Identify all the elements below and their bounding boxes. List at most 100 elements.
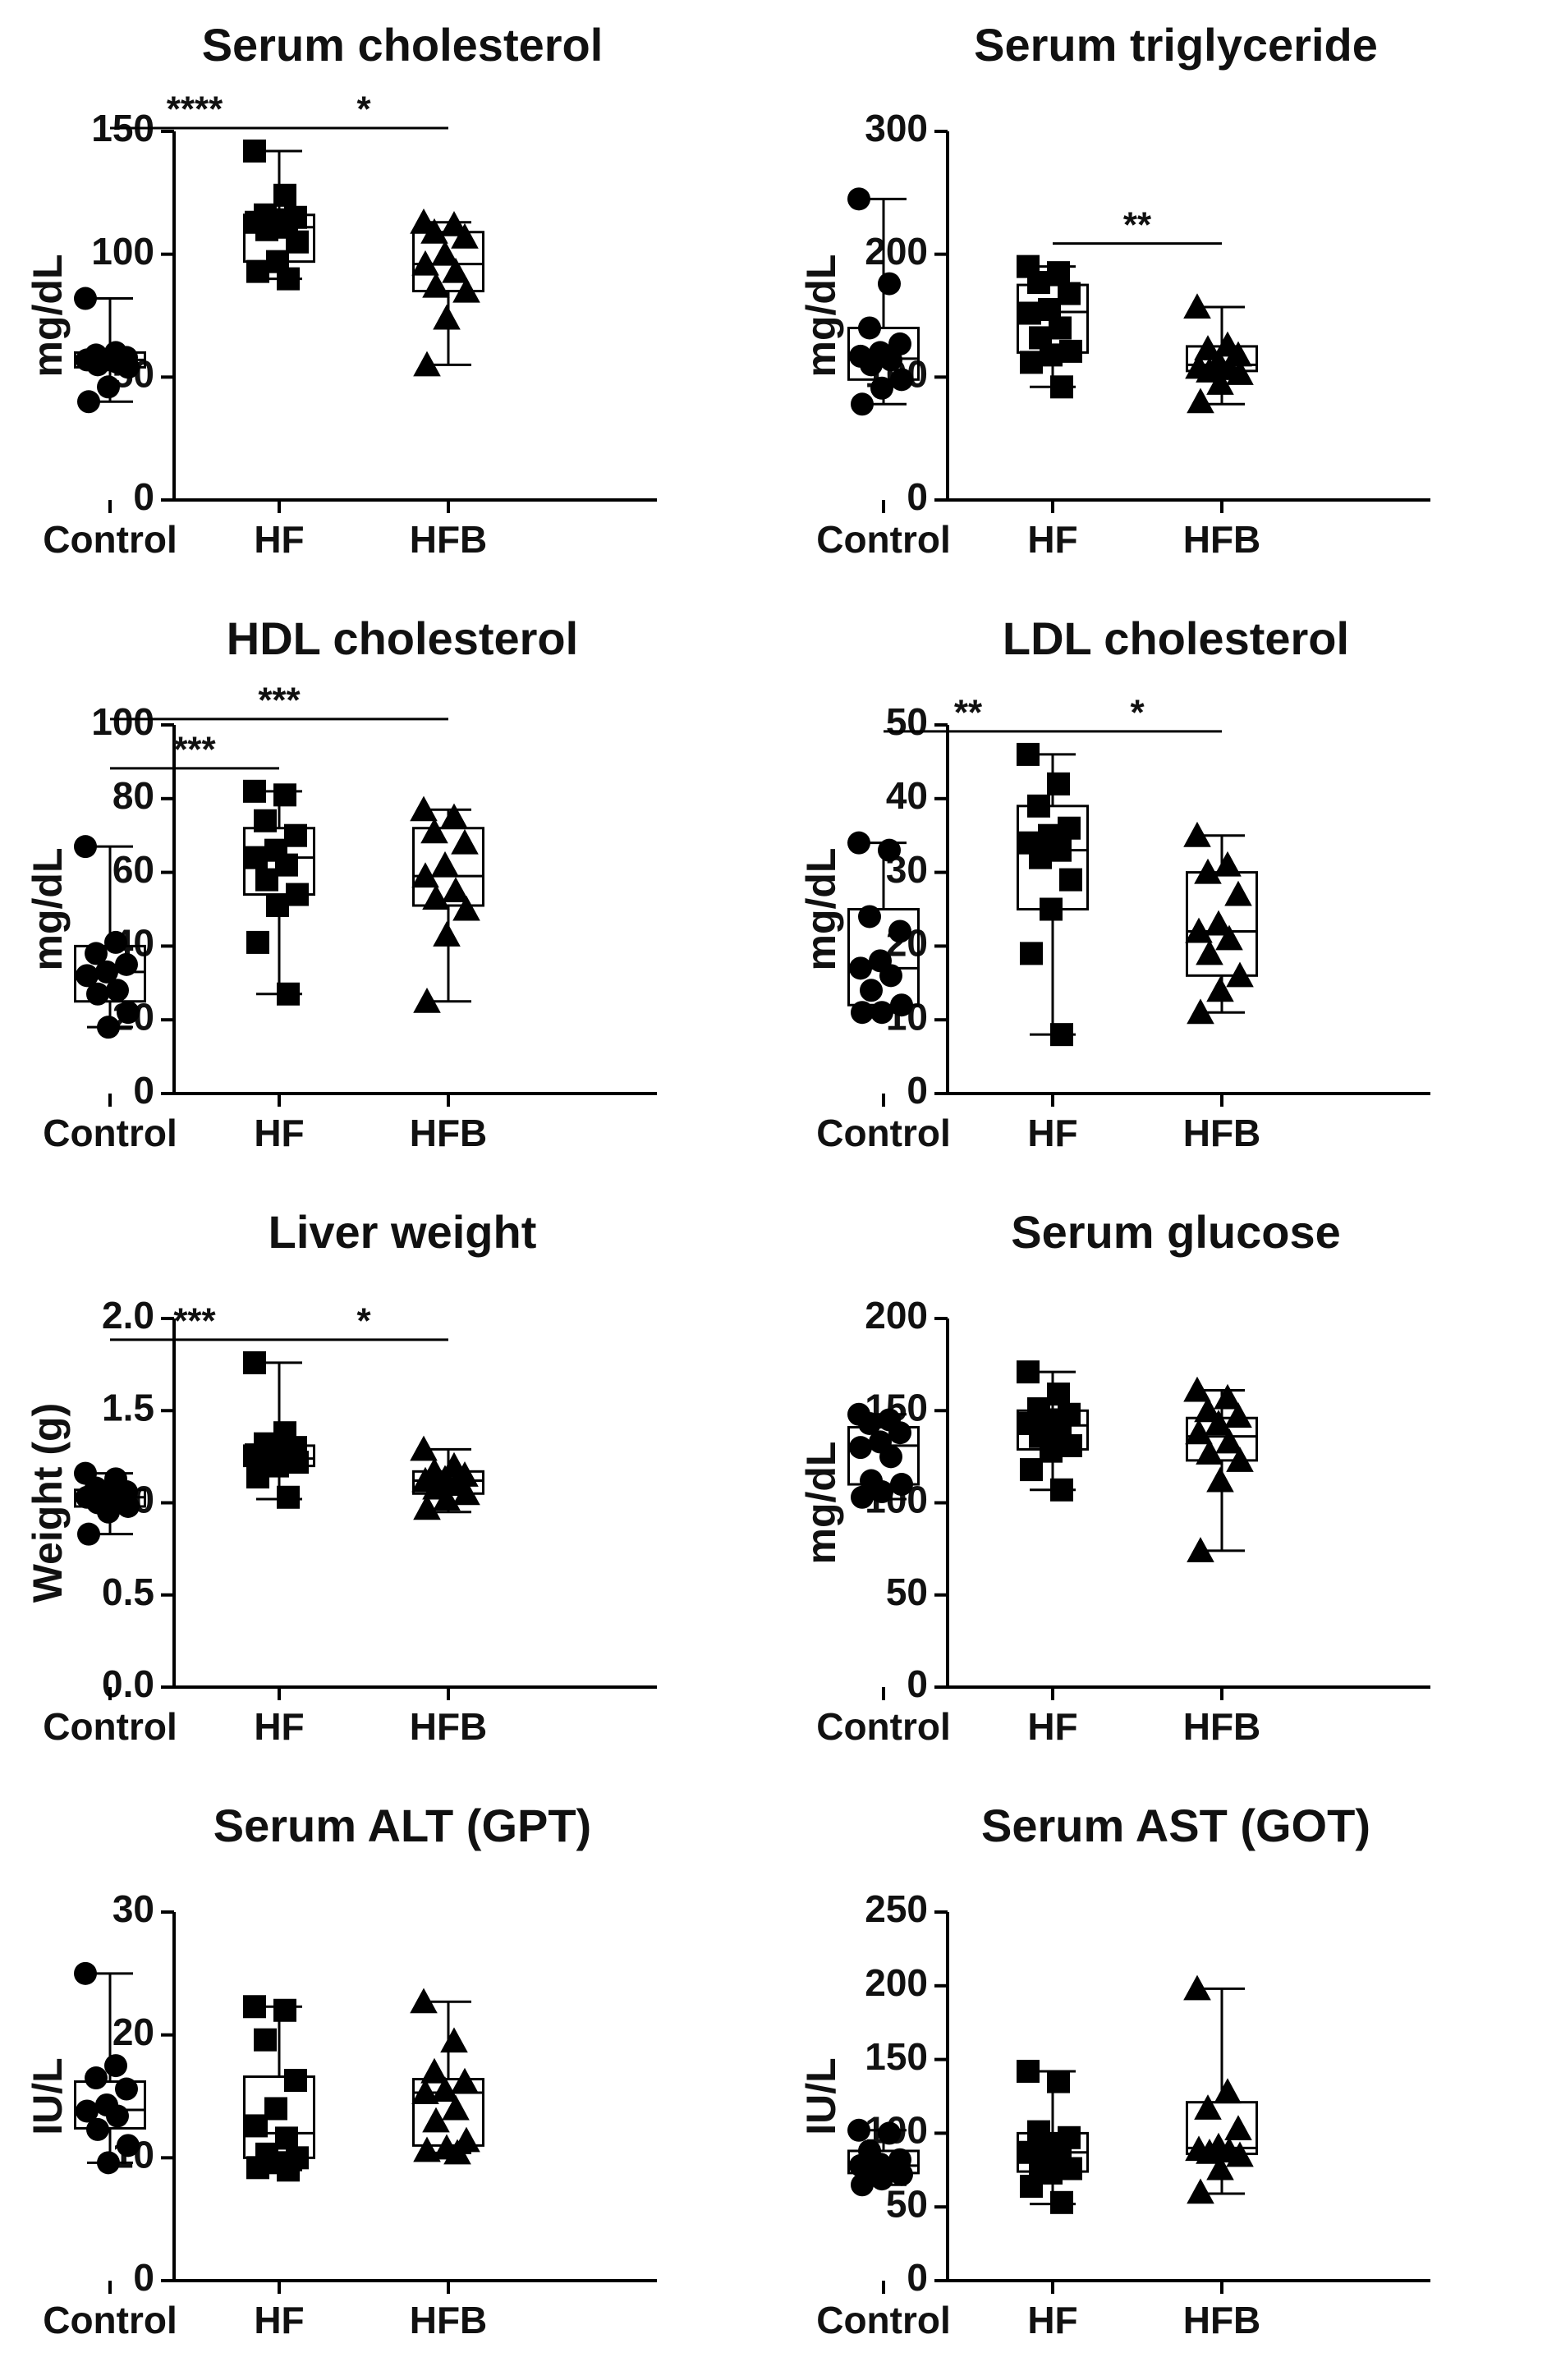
point	[422, 272, 450, 298]
point	[410, 1988, 438, 2014]
point	[860, 979, 883, 1002]
point	[255, 218, 278, 241]
point	[277, 267, 300, 291]
y-tick-label: 200	[865, 230, 928, 273]
x-tick-label: HFB	[1183, 518, 1261, 561]
point	[117, 2134, 140, 2158]
point	[1047, 772, 1070, 796]
panel: Serum glucosemg/dL050100150200ControlHFH…	[798, 1206, 1430, 1748]
chart-title: LDL cholesterol	[1003, 612, 1349, 664]
point	[74, 287, 97, 310]
point	[442, 257, 470, 283]
point	[74, 835, 97, 859]
point	[86, 353, 109, 377]
y-tick-label: 100	[91, 700, 154, 743]
point	[1226, 2141, 1254, 2167]
point	[277, 982, 300, 1006]
y-tick-label: 300	[865, 107, 928, 149]
point	[1214, 1383, 1242, 1410]
point	[851, 392, 874, 416]
x-tick-label: HFB	[1183, 2299, 1261, 2341]
point	[849, 1436, 872, 1460]
point	[410, 796, 438, 822]
point	[284, 2069, 307, 2093]
point	[1049, 316, 1072, 340]
point	[1183, 821, 1211, 847]
significance-label: ***	[258, 680, 301, 720]
point	[277, 2158, 300, 2182]
y-tick-label: 200	[865, 1961, 928, 2004]
point	[431, 2076, 459, 2103]
y-tick-label: 0.5	[102, 1571, 154, 1613]
x-tick-label: HF	[1027, 1705, 1077, 1748]
point	[879, 964, 902, 988]
y-tick-label: 0	[907, 475, 928, 518]
y-axis-label: mg/dL	[25, 255, 71, 378]
point	[890, 1473, 913, 1497]
point	[273, 783, 296, 807]
point	[1185, 1419, 1213, 1445]
point	[870, 376, 893, 400]
x-tick-label: Control	[43, 2299, 177, 2341]
y-tick-label: 40	[886, 774, 928, 817]
y-tick-label: 0	[907, 1662, 928, 1705]
y-tick-label: 200	[865, 1294, 928, 1337]
point	[97, 375, 120, 399]
point	[1196, 357, 1223, 383]
chart-title: Liver weight	[269, 1206, 537, 1258]
point	[440, 2027, 468, 2053]
point	[1205, 910, 1233, 936]
point	[870, 1480, 893, 1504]
y-tick-label: 0	[907, 2256, 928, 2299]
point	[246, 259, 269, 283]
point	[1206, 2154, 1234, 2181]
point	[1224, 1402, 1252, 1428]
point	[246, 1465, 269, 1489]
point	[410, 1435, 438, 1461]
y-tick-label: 50	[886, 1571, 928, 1613]
point	[847, 2118, 870, 2142]
point	[1187, 2178, 1214, 2204]
y-axis-label: Weight (g)	[25, 1403, 71, 1603]
point	[286, 230, 309, 254]
point	[243, 139, 266, 163]
point	[413, 2136, 441, 2162]
x-tick-label: Control	[43, 518, 177, 561]
point	[117, 1001, 140, 1025]
point	[420, 2057, 448, 2084]
point	[1020, 942, 1043, 965]
point	[452, 895, 480, 921]
point	[870, 2167, 893, 2191]
significance-label: ***	[173, 1301, 216, 1341]
y-tick-label: 60	[112, 848, 154, 891]
point	[115, 2077, 138, 2101]
point	[413, 987, 441, 1013]
point	[851, 1001, 874, 1025]
box	[74, 2080, 146, 2130]
y-axis-label: mg/dL	[798, 255, 844, 378]
x-tick-label: HF	[1027, 2299, 1077, 2341]
x-tick-label: HFB	[410, 1112, 488, 1154]
point	[413, 1494, 441, 1520]
point	[1050, 375, 1073, 399]
point	[1049, 838, 1072, 862]
point	[879, 348, 902, 372]
panel: Serum ALT (GPT)IU/L0102030ControlHFHFB	[25, 1800, 657, 2341]
x-tick-label: HFB	[410, 518, 488, 561]
y-tick-label: 0	[133, 2256, 154, 2299]
panel: HDL cholesterolmg/dL020406080100ControlH…	[25, 612, 657, 1154]
point	[1047, 2070, 1070, 2093]
point	[1059, 2157, 1082, 2181]
point	[879, 1445, 902, 1469]
point	[1050, 2190, 1073, 2214]
point	[74, 1961, 97, 1985]
point	[95, 960, 118, 984]
point	[1059, 1433, 1082, 1457]
point	[1017, 742, 1040, 766]
point	[443, 2139, 471, 2165]
point	[1205, 1410, 1233, 1435]
x-tick-label: Control	[816, 518, 951, 561]
y-tick-label: 1.5	[102, 1386, 154, 1428]
